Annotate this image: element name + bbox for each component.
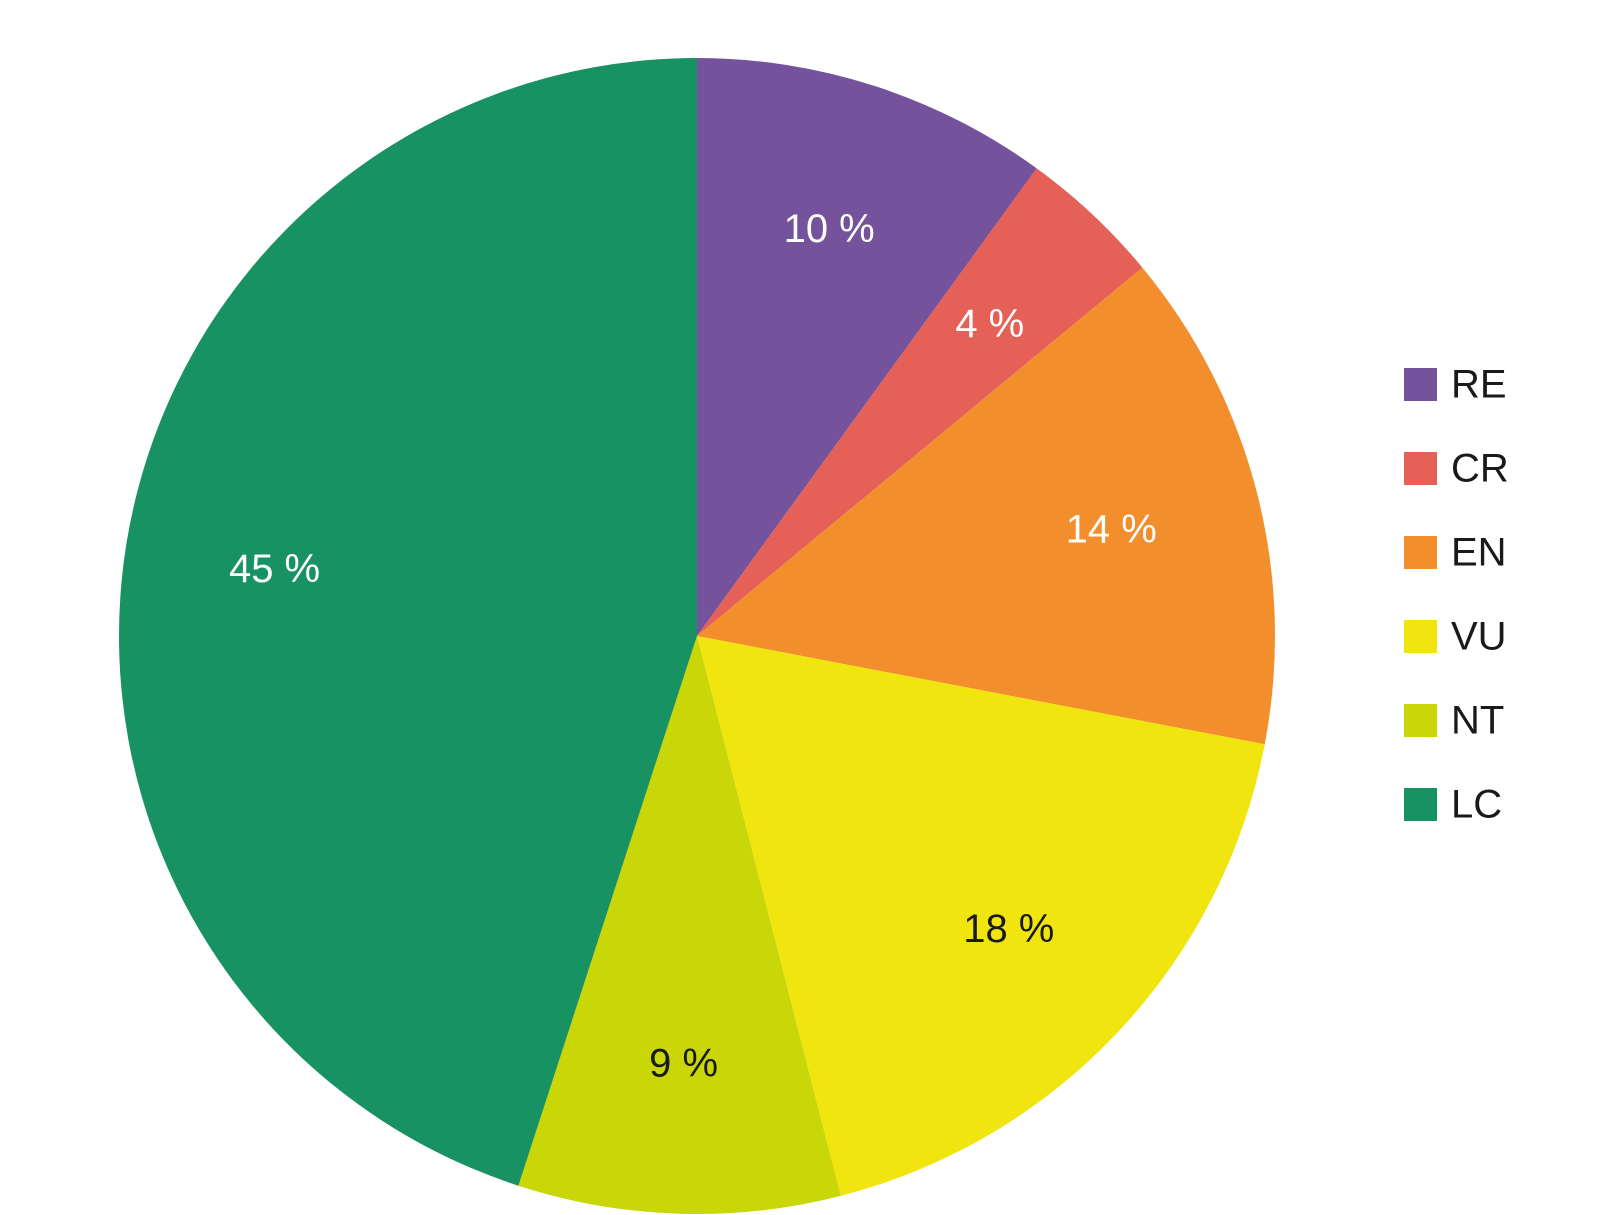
legend-label-cr: CR [1451, 447, 1509, 491]
legend-item-en: EN [1404, 531, 1507, 575]
legend-swatch-nt [1404, 704, 1437, 737]
pie-slice-cr [697, 168, 1143, 636]
pie-slice-nt [518, 636, 841, 1214]
slice-label-cr: 4 % [955, 302, 1024, 346]
legend-swatch-re [1404, 368, 1437, 401]
pie-slice-labels: 10 % 4 % 14 % 18 % 9 % 45 % [229, 207, 1157, 1085]
legend-label-en: EN [1451, 531, 1507, 575]
pie-slice-lc [118, 58, 698, 1186]
slice-label-en: 14 % [1066, 508, 1157, 552]
legend-swatch-lc [1404, 788, 1437, 821]
pie-slices [118, 58, 1275, 1214]
slice-label-re: 10 % [784, 207, 875, 251]
slice-label-nt: 9 % [649, 1042, 718, 1086]
legend-item-cr: CR [1404, 447, 1509, 491]
legend-swatch-vu [1404, 620, 1437, 653]
legend-item-vu: VU [1404, 615, 1507, 659]
pie-slice-re [697, 58, 1037, 636]
legend-swatch-en [1404, 536, 1437, 569]
legend-label-nt: NT [1451, 699, 1504, 743]
legend-label-vu: VU [1451, 615, 1507, 659]
legend-item-re: RE [1404, 363, 1507, 407]
pie-slice-en [697, 267, 1275, 745]
legend-label-re: RE [1451, 363, 1507, 407]
legend-label-lc: LC [1451, 783, 1502, 827]
slice-label-lc: 45 % [229, 547, 320, 591]
slice-label-vu: 18 % [963, 907, 1054, 951]
legend: RE CR EN VU NT LC [1404, 363, 1509, 827]
legend-swatch-cr [1404, 452, 1437, 485]
pie-slice-vu [697, 636, 1265, 1196]
legend-item-nt: NT [1404, 699, 1504, 743]
legend-item-lc: LC [1404, 783, 1502, 827]
